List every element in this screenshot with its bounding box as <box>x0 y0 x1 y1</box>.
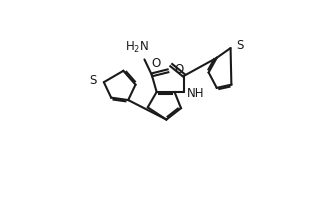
Text: NH: NH <box>187 87 204 100</box>
Text: O: O <box>152 57 161 70</box>
Text: S: S <box>236 39 244 53</box>
Text: H$_2$N: H$_2$N <box>125 40 149 55</box>
Text: O: O <box>174 63 183 76</box>
Text: S: S <box>89 74 96 87</box>
